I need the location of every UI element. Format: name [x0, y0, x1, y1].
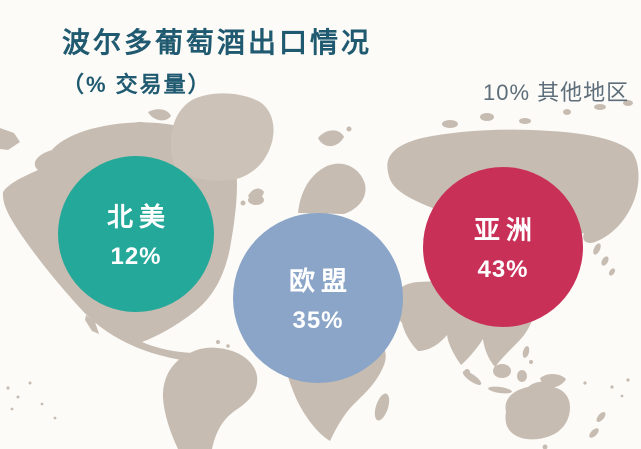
landmass-siberian-island [442, 120, 458, 128]
landmass-sulawesi [517, 370, 527, 382]
landmass-svalbard-dot [346, 126, 352, 132]
bubble-share-value: 43% [477, 256, 529, 283]
landmass-borneo [493, 364, 511, 378]
landmass-pacific-dot [626, 378, 630, 382]
bubble-region-label: 亚洲 [473, 215, 538, 245]
landmass-arctic-island [126, 121, 152, 134]
landmass-arctic-island [152, 138, 172, 149]
bubble-asia: 亚洲 43% [423, 167, 583, 327]
landmass-south-america [162, 347, 258, 449]
other-regions-label: 10% 其他地区 [483, 80, 630, 105]
landmass-british-isles [248, 188, 264, 201]
landmass-caribbean-dot [226, 344, 230, 348]
page-title: 波尔多葡萄酒出口情况 [62, 27, 373, 58]
landmass-australia [505, 381, 570, 440]
landmass-siberian-island [519, 118, 531, 124]
bubble-share-value: 35% [292, 307, 344, 334]
landmass-siberian-island [594, 104, 606, 110]
landmass-new-zealand [589, 428, 599, 438]
landmass-tasmania-dot [542, 444, 548, 449]
page-subtitle: （% 交易量） [62, 71, 212, 97]
landmass-pacific-dot [40, 402, 44, 406]
landmass-japan [601, 256, 609, 266]
landmass-madagascar [374, 393, 390, 421]
landmass-siberian-island [563, 109, 571, 115]
title-block: 波尔多葡萄酒出口情况 （% 交易量） [62, 27, 373, 99]
landmass-pacific-dot [610, 385, 614, 389]
landmass-greenland [170, 93, 274, 181]
landmass-scandinavia [298, 163, 366, 214]
landmass-caribbean-dot [216, 340, 220, 344]
landmass-pacific-dot [53, 416, 57, 420]
landmass-japan [593, 243, 601, 255]
bubble-european-union: 欧盟 35% [233, 213, 403, 383]
landmass-svalbard [318, 130, 344, 147]
landmass-siberian-island [480, 113, 494, 121]
landmass-japan [608, 268, 616, 276]
landmass-pacific-dot [28, 381, 32, 385]
landmass-pacific-dot [16, 395, 20, 399]
landmass-java [488, 386, 512, 394]
bubble-region-label: 北美 [106, 202, 171, 232]
landmass-pacific-dot [10, 407, 14, 411]
bubble-share-value: 12% [110, 243, 162, 270]
landmass-siberian-island [623, 100, 633, 106]
landmass-sumatra [462, 371, 482, 385]
landmass-ireland-dot [240, 200, 246, 206]
landmass-pacific-dot [620, 394, 624, 398]
landmass-philippines [522, 346, 530, 358]
bubble-region-label: 欧盟 [288, 266, 353, 296]
landmass-baja [85, 315, 99, 334]
landmass-philippines-dot [529, 360, 533, 364]
landmass-pacific-dot [6, 386, 10, 390]
bubble-north-america: 北美 12% [58, 156, 214, 312]
landmass-arctic-island [148, 109, 171, 121]
landmass-arctic-island [112, 141, 138, 155]
landmass-chukotka [0, 128, 20, 150]
landmass-new-zealand [596, 412, 606, 422]
landmass-pacific-dot [583, 381, 587, 385]
